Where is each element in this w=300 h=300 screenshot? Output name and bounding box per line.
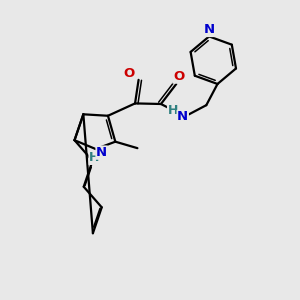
Text: O: O	[173, 70, 184, 83]
Text: H: H	[89, 152, 99, 164]
Text: N: N	[204, 23, 215, 36]
Text: H: H	[168, 104, 178, 117]
Text: O: O	[124, 67, 135, 80]
Text: N: N	[177, 110, 188, 123]
Text: N: N	[96, 146, 107, 159]
